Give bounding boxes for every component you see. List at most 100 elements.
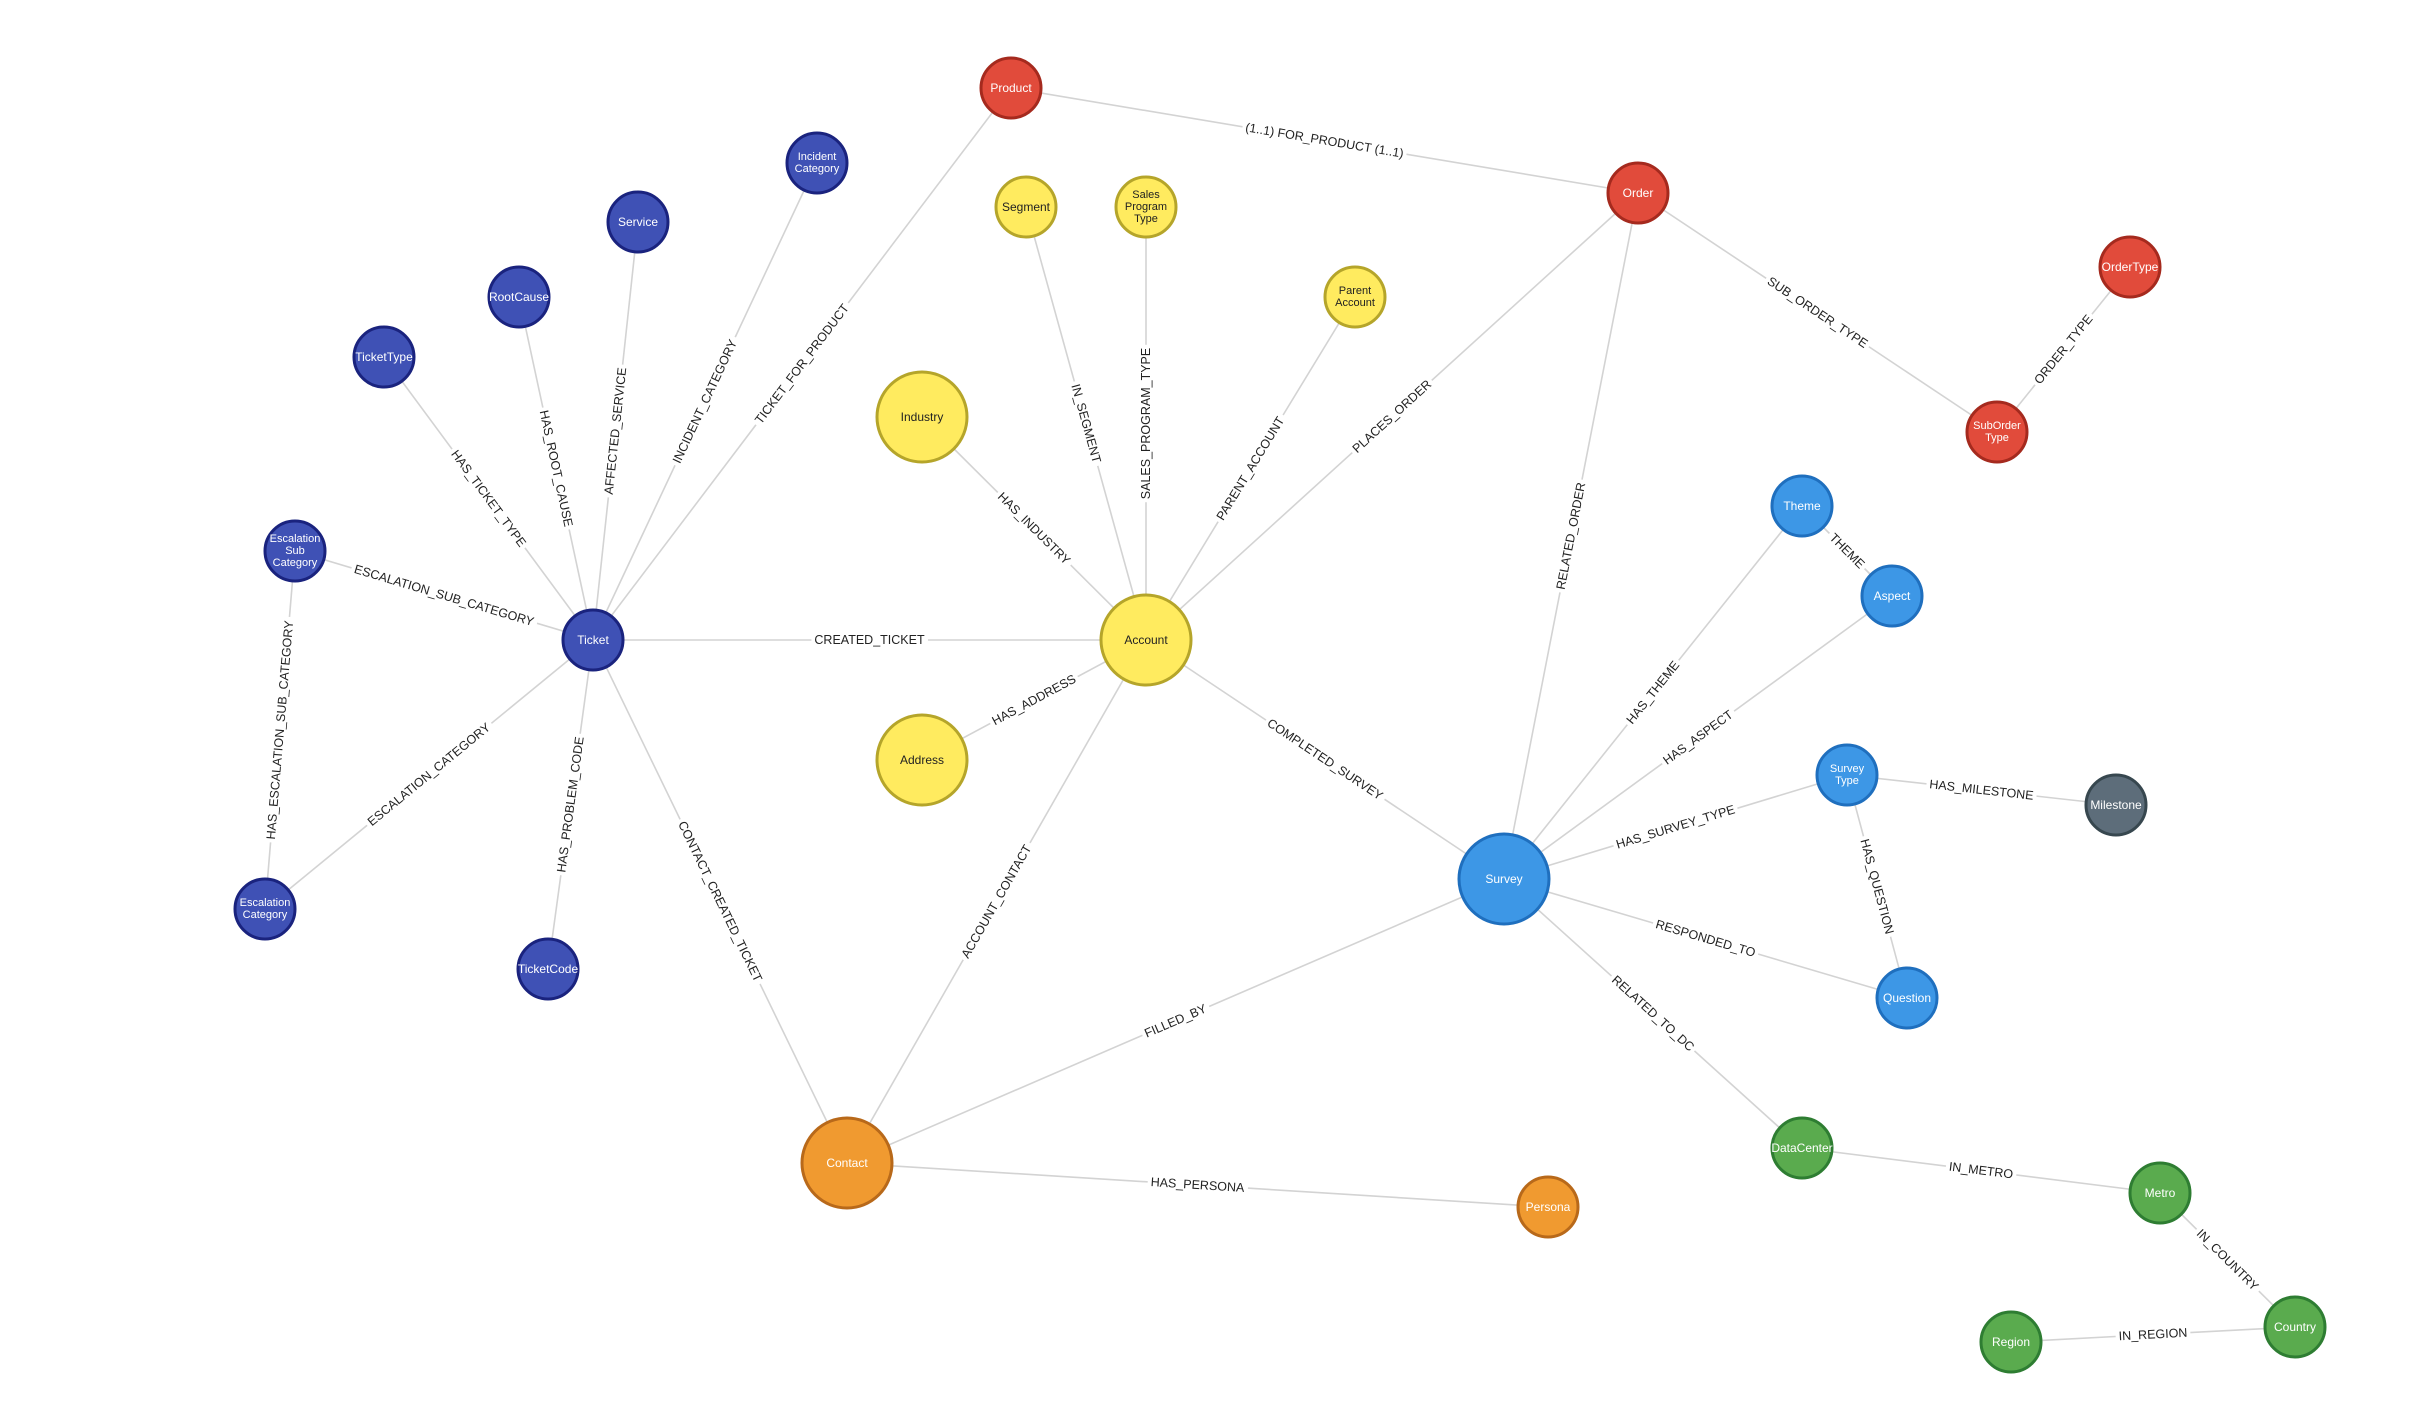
node-label: Aspect (1874, 589, 1911, 603)
node-circle[interactable] (2098, 235, 2162, 299)
node-label: Incident Category (795, 151, 840, 175)
node-circle[interactable] (1770, 1116, 1834, 1180)
node-circle[interactable] (875, 370, 969, 464)
node-circle[interactable] (2128, 1161, 2192, 1225)
edge-has-root-cause[interactable]: HAS_ROOT_CAUSE (518, 296, 594, 641)
node-label: Escalation Sub Category (270, 533, 321, 569)
edge-escalation-category[interactable]: ESCALATION_CATEGORY (264, 639, 594, 910)
edge-label: CONTACT_CREATED_TICKET (675, 819, 765, 984)
node-label: Survey Type (1830, 763, 1865, 787)
node-label: DataCenter (1771, 1141, 1832, 1155)
node-product[interactable]: Product (979, 56, 1043, 120)
node-persona[interactable]: Persona (1516, 1175, 1580, 1239)
node-rootcause[interactable]: RootCause (487, 265, 551, 329)
edge-label: HAS_THEME (1624, 658, 1683, 726)
node-order[interactable]: Order (1606, 161, 1670, 225)
edge-has-escalation-sub-category[interactable]: HAS_ESCALATION_SUB_CATEGORY (262, 550, 298, 910)
node-circle[interactable] (979, 56, 1043, 120)
node-aspect[interactable]: Aspect (1860, 564, 1924, 628)
node-theme[interactable]: Theme (1770, 474, 1834, 538)
node-address[interactable]: Address (875, 713, 969, 807)
edge-affected-service[interactable]: AFFECTED_SERVICE (592, 221, 639, 641)
node-region[interactable]: Region (1979, 1310, 2043, 1374)
node-label: Order (1623, 186, 1654, 200)
node-circle[interactable] (1965, 400, 2029, 464)
edge-label: SUB_ORDER_TYPE (1765, 274, 1870, 351)
node-industry[interactable]: Industry (875, 370, 969, 464)
node-survey-type[interactable]: Survey Type (1815, 743, 1879, 807)
edge-sub-order-type[interactable]: SUB_ORDER_TYPE (1637, 192, 1998, 433)
node-circle[interactable] (233, 877, 297, 941)
edge-has-aspect[interactable]: HAS_ASPECT (1503, 595, 1893, 880)
node-ticket[interactable]: Ticket (561, 608, 625, 672)
edge-parent-account[interactable]: PARENT_ACCOUNT (1145, 296, 1356, 641)
node-circle[interactable] (561, 608, 625, 672)
edge-in-metro[interactable]: IN_METRO (1801, 1147, 2161, 1194)
edge-created-ticket[interactable]: CREATED_TICKET (593, 632, 1146, 648)
node-circle[interactable] (785, 131, 849, 195)
edge-in-region[interactable]: IN_REGION (2010, 1324, 2296, 1345)
edge-escalation-sub-category[interactable]: ESCALATION_SUB_CATEGORY (294, 550, 594, 641)
node-circle[interactable] (352, 325, 416, 389)
node-circle[interactable] (1099, 593, 1193, 687)
edge-completed-survey[interactable]: COMPLETED_SURVEY (1145, 639, 1505, 880)
node-escalation-sub-category[interactable]: Escalation Sub Category (263, 519, 327, 583)
edge-label: THEME (1827, 531, 1868, 572)
edge-has-industry[interactable]: HAS_INDUSTRY (921, 416, 1147, 641)
node-circle[interactable] (606, 190, 670, 254)
node-circle[interactable] (875, 713, 969, 807)
node-circle[interactable] (1323, 265, 1387, 329)
node-suborder-type[interactable]: SubOrder Type (1965, 400, 2029, 464)
edge-has-persona[interactable]: HAS_PERSONA (846, 1162, 1549, 1208)
edge-has-problem-code[interactable]: HAS_PROBLEM_CODE (547, 639, 594, 970)
node-circle[interactable] (1114, 175, 1178, 239)
node-survey[interactable]: Survey (1457, 832, 1551, 926)
edge-sales-program-type[interactable]: SALES_PROGRAM_TYPE (1138, 207, 1154, 640)
node-circle[interactable] (487, 265, 551, 329)
node-circle[interactable] (1860, 564, 1924, 628)
node-label: TicketCode (518, 962, 579, 976)
edge-has-question[interactable]: HAS_QUESTION (1846, 774, 1908, 999)
node-circle[interactable] (263, 519, 327, 583)
edge-label-background (2115, 1324, 2191, 1345)
node-circle[interactable] (1606, 161, 1670, 225)
node-circle[interactable] (1457, 832, 1551, 926)
node-contact[interactable]: Contact (800, 1116, 894, 1210)
node-circle[interactable] (1770, 474, 1834, 538)
edge-related-to-dc[interactable]: RELATED_TO_DC (1503, 878, 1803, 1149)
node-circle[interactable] (516, 937, 580, 1001)
node-circle[interactable] (2263, 1295, 2327, 1359)
edge-in-segment[interactable]: IN_SEGMENT (1025, 206, 1147, 641)
node-country[interactable]: Country (2263, 1295, 2327, 1359)
edge-contact-created-ticket[interactable]: CONTACT_CREATED_TICKET (592, 639, 848, 1164)
edge-has-theme[interactable]: HAS_THEME (1503, 505, 1803, 880)
edge-1-1-for-product-1-1[interactable]: (1..1) FOR_PRODUCT (1..1) (1010, 87, 1639, 194)
node-circle[interactable] (2084, 773, 2148, 837)
node-parent-account[interactable]: Parent Account (1323, 265, 1387, 329)
node-sales-program-type[interactable]: Sales Program Type (1114, 175, 1178, 239)
node-account[interactable]: Account (1099, 593, 1193, 687)
node-circle[interactable] (1815, 743, 1879, 807)
node-circle[interactable] (994, 175, 1058, 239)
node-segment[interactable]: Segment (994, 175, 1058, 239)
node-service[interactable]: Service (606, 190, 670, 254)
node-datacenter[interactable]: DataCenter (1770, 1116, 1834, 1180)
node-circle[interactable] (1875, 966, 1939, 1030)
node-escalation-category[interactable]: Escalation Category (233, 877, 297, 941)
node-circle[interactable] (800, 1116, 894, 1210)
node-ticketcode[interactable]: TicketCode (516, 937, 580, 1001)
node-metro[interactable]: Metro (2128, 1161, 2192, 1225)
node-milestone[interactable]: Milestone (2084, 773, 2148, 837)
node-incident-category[interactable]: Incident Category (785, 131, 849, 195)
edge-has-milestone[interactable]: HAS_MILESTONE (1846, 774, 2117, 806)
edge-has-survey-type[interactable]: HAS_SURVEY_TYPE (1503, 774, 1848, 880)
node-circle[interactable] (1516, 1175, 1580, 1239)
edge-label: ORDER_TYPE (2031, 312, 2095, 387)
edge-filled-by[interactable]: FILLED_BY (846, 878, 1505, 1164)
edge-responded-to[interactable]: RESPONDED_TO (1503, 878, 1908, 999)
node-tickettype[interactable]: TicketType (352, 325, 416, 389)
node-circle[interactable] (1979, 1310, 2043, 1374)
edge-order-type[interactable]: ORDER_TYPE (1996, 266, 2131, 433)
node-question[interactable]: Question (1875, 966, 1939, 1030)
node-ordertype[interactable]: OrderType (2098, 235, 2162, 299)
